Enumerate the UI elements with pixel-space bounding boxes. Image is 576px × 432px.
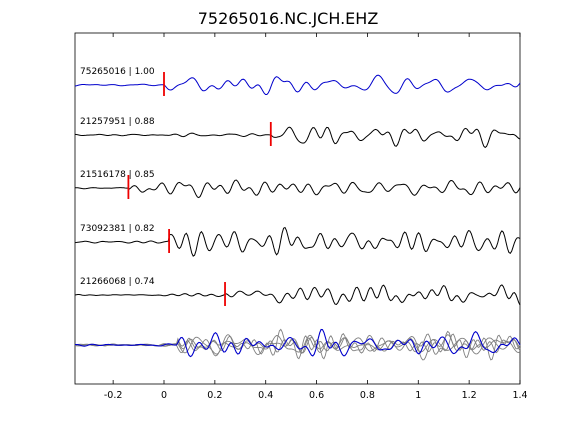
x-tick-label-0: -0.2 xyxy=(104,390,123,401)
overlay-trace-4 xyxy=(74,334,521,355)
trace-label-2: 21516178 | 0.85 xyxy=(80,170,155,180)
x-tick-label-4: 0.6 xyxy=(309,390,324,401)
trace-line-4 xyxy=(74,284,521,306)
chart-title: 75265016.NC.JCH.EHZ xyxy=(198,9,379,28)
x-tick-label-6: 1 xyxy=(415,390,421,401)
trace-line-3 xyxy=(74,226,521,257)
plot-frame xyxy=(74,32,521,385)
trace-label-4: 21266068 | 0.74 xyxy=(80,277,155,287)
trace-layer: 75265016 | 1.00 21257951 | 0.88 21516178 |… xyxy=(74,67,521,306)
x-tick-label-1: 0 xyxy=(161,390,167,401)
trace-line-0 xyxy=(74,74,521,95)
trace-line-2 xyxy=(75,179,521,199)
overlay-trace-master xyxy=(74,328,521,358)
x-axis: -0.2 0 0.2 0.4 0.6 0.8 1 1.2 1.4 xyxy=(104,33,528,401)
x-tick-label-5: 0.8 xyxy=(360,390,375,401)
x-tick-label-7: 1.2 xyxy=(462,390,477,401)
trace-label-3: 73092381 | 0.82 xyxy=(80,224,155,234)
trace-line-1 xyxy=(74,126,521,149)
trace-label-1: 21257951 | 0.88 xyxy=(80,117,155,127)
trace-label-0: 75265016 | 1.00 xyxy=(80,67,155,77)
overlay-stack xyxy=(74,328,521,361)
x-tick-label-3: 0.4 xyxy=(258,390,273,401)
x-tick-label-2: 0.2 xyxy=(207,390,222,401)
x-tick-label-8: 1.4 xyxy=(512,390,527,401)
